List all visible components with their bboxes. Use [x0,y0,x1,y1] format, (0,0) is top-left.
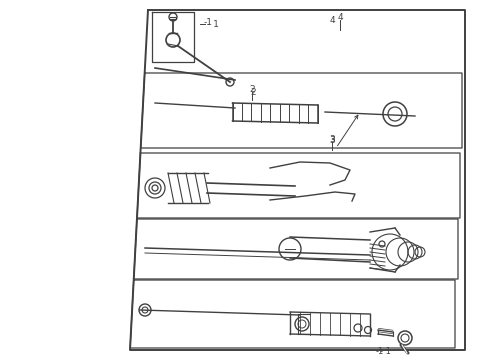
Text: 2: 2 [249,85,255,94]
Text: 2: 2 [250,87,256,96]
Text: - 1: - 1 [380,347,391,356]
Text: 4: 4 [337,13,343,22]
Text: 3: 3 [329,135,335,144]
Text: 3: 3 [329,135,335,144]
Text: -1: -1 [376,347,384,356]
Text: 4: 4 [329,15,335,24]
Text: - 1: - 1 [207,19,219,28]
Text: -1: -1 [203,18,213,27]
